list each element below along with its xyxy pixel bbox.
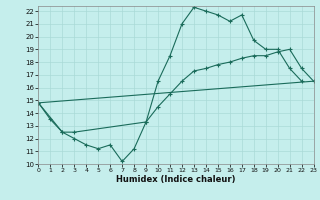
- X-axis label: Humidex (Indice chaleur): Humidex (Indice chaleur): [116, 175, 236, 184]
